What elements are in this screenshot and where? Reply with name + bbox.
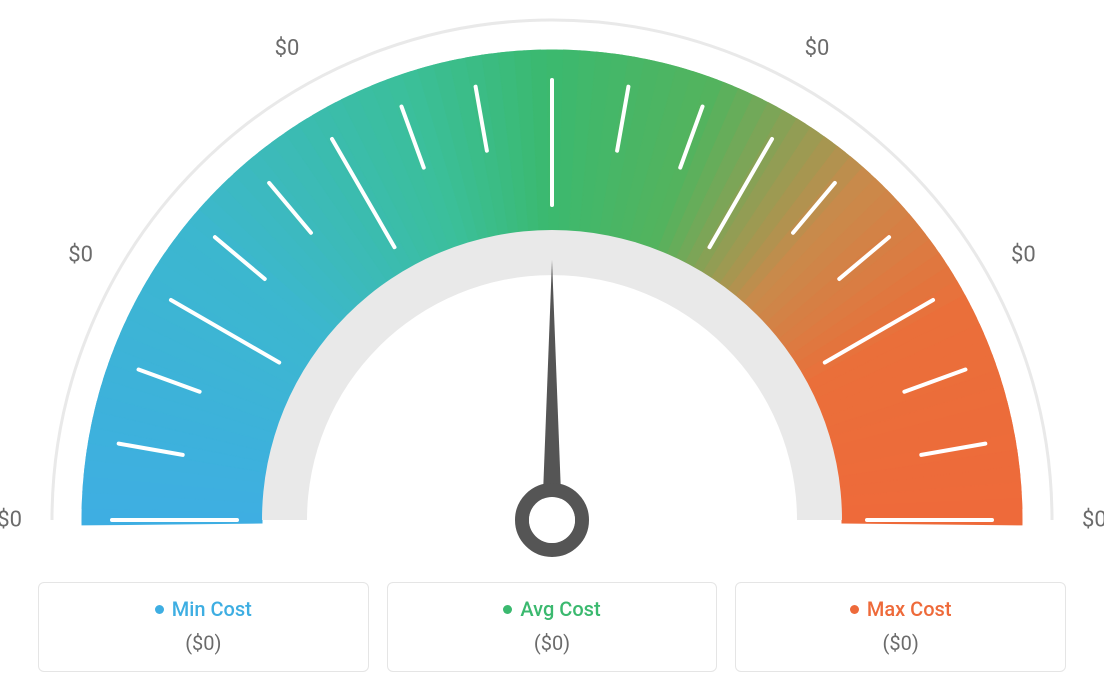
gauge-scale-label: $0 [68,243,93,268]
legend-card-avg: Avg Cost ($0) [387,582,718,672]
gauge-scale-label: $0 [0,508,22,533]
gauge-chart: $0$0$0$0$0$0$0 [0,0,1104,560]
gauge-scale-label: $0 [805,36,830,61]
legend-card-max: Max Cost ($0) [735,582,1066,672]
gauge-scale-label: $0 [1082,508,1104,533]
cost-gauge-widget: $0$0$0$0$0$0$0 Min Cost ($0) Avg Cost ($… [0,0,1104,690]
gauge-scale-label: $0 [1011,243,1036,268]
legend-title-max: Max Cost [850,597,952,621]
legend-row: Min Cost ($0) Avg Cost ($0) Max Cost ($0… [38,582,1066,672]
legend-dot-avg [503,605,512,614]
legend-dot-max [850,605,859,614]
legend-label-max: Max Cost [867,597,952,621]
legend-label-min: Min Cost [172,597,252,621]
legend-card-min: Min Cost ($0) [38,582,369,672]
gauge-svg [0,0,1104,560]
legend-value-avg: ($0) [398,631,707,655]
legend-value-min: ($0) [49,631,358,655]
legend-title-avg: Avg Cost [503,597,600,621]
legend-label-avg: Avg Cost [520,597,600,621]
legend-title-min: Min Cost [155,597,252,621]
gauge-scale-label: $0 [275,36,300,61]
legend-dot-min [155,605,164,614]
legend-value-max: ($0) [746,631,1055,655]
